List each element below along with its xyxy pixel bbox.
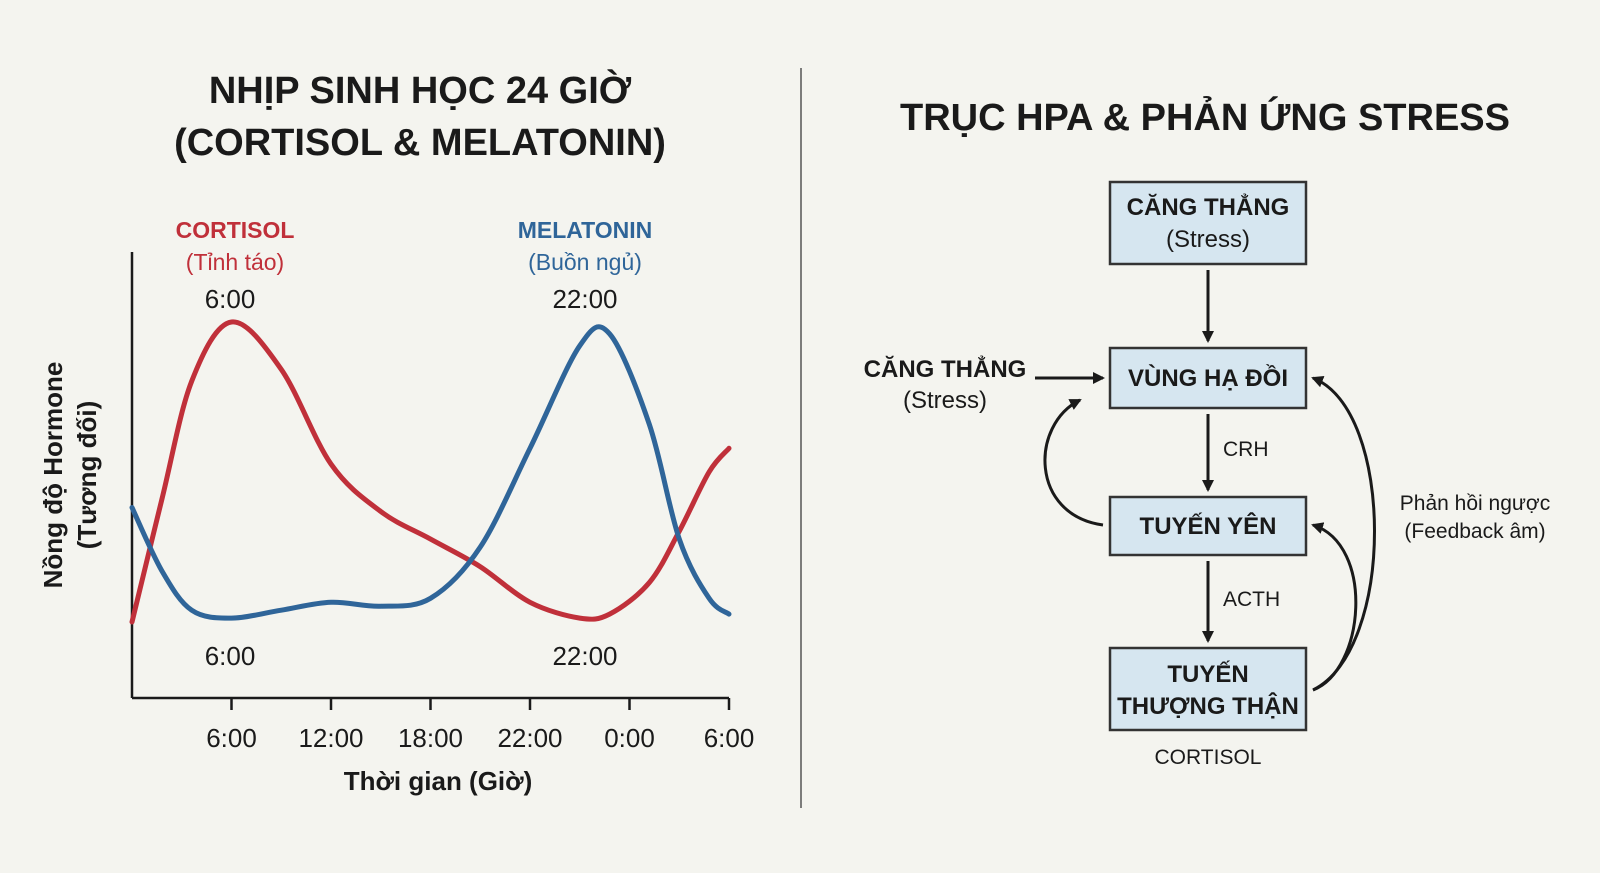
circadian-chart-panel: NHỊP SINH HỌC 24 GIỜ (CORTISOL & MELATON… [38,68,754,796]
cortisol-peak-label: 6:00 [205,284,256,314]
cortisol-legend-sub: (Tỉnh táo) [186,249,284,275]
x-tick-label: 22:00 [497,723,562,753]
x-axis-title: Thời gian (Giờ) [344,766,533,796]
chart-series-group [129,319,732,625]
x-tick-label: 0:00 [604,723,655,753]
melatonin-legend-name: MELATONIN [518,217,653,243]
feedback-label-line2: (Feedback âm) [1404,520,1545,543]
crh-label: CRH [1223,438,1269,461]
x-ticks-group: 6:00 12:00 18:00 22:00 0:00 6:00 [206,698,754,753]
y-axis-title: Nồng độ Hormone (Tương đối) [38,362,102,589]
adrenal-box: TUYẾN THƯỢNG THẬN [1108,646,1308,732]
hypothalamus-box: VÙNG HẠ ĐỒI [1108,346,1308,410]
pituitary-box-frame [1108,495,1308,557]
arrow-pituitary-to-hypothalamus-loop [1043,398,1104,527]
x-tick-label: 12:00 [298,723,363,753]
chart-title-line1: NHỊP SINH HỌC 24 GIỜ [209,68,632,112]
y-axis-title-line1: Nồng độ Hormone [38,362,68,589]
arrow-feedback-to-pituitary [1311,522,1358,692]
cortisol-legend-name: CORTISOL [176,217,295,243]
adrenal-label-line1: TUYẾN [1167,660,1248,688]
melatonin-legend-sub: (Buồn ngủ) [528,249,642,275]
y-axis-title-line2: (Tương đối) [72,401,102,549]
cortisol-low-label: 22:00 [552,641,617,671]
hypothalamus-label: VÙNG HẠ ĐỒI [1128,364,1288,392]
x-tick-label: 18:00 [398,723,463,753]
x-tick-label: 6:00 [704,723,755,753]
cortisol-series-line [129,319,732,625]
hypothalamus-box-frame [1108,346,1308,410]
melatonin-low-label: 6:00 [205,641,256,671]
melatonin-series-line [129,324,732,621]
feedback-label-line1: Phản hồi ngược [1400,492,1550,515]
side-stress-line1: CĂNG THẲNG [864,355,1027,383]
adrenal-label-line2: THƯỢNG THẬN [1117,692,1299,720]
x-tick-label: 6:00 [206,723,257,753]
pituitary-label: TUYẾN YÊN [1140,512,1277,540]
acth-label: ACTH [1223,588,1280,611]
side-stress-line2: (Stress) [903,387,987,414]
stress-box-line1: CĂNG THẲNG [1127,193,1290,221]
arrow-feedback-to-hypothalamus [1311,376,1376,692]
stress-box-frame [1108,180,1308,266]
hpa-diagram-panel: TRỤC HPA & PHẢN ỨNG STRESS CĂNG THẲNG (S… [864,95,1551,769]
melatonin-peak-label: 22:00 [552,284,617,314]
stress-box: CĂNG THẲNG (Stress) [1108,180,1308,266]
cortisol-output-label: CORTISOL [1155,746,1262,769]
hpa-title: TRỤC HPA & PHẢN ỨNG STRESS [900,95,1510,139]
pituitary-box: TUYẾN YÊN [1108,495,1308,557]
chart-title-line2: (CORTISOL & MELATONIN) [174,122,666,164]
stress-box-line2: (Stress) [1166,226,1250,253]
adrenal-box-frame [1108,646,1308,732]
